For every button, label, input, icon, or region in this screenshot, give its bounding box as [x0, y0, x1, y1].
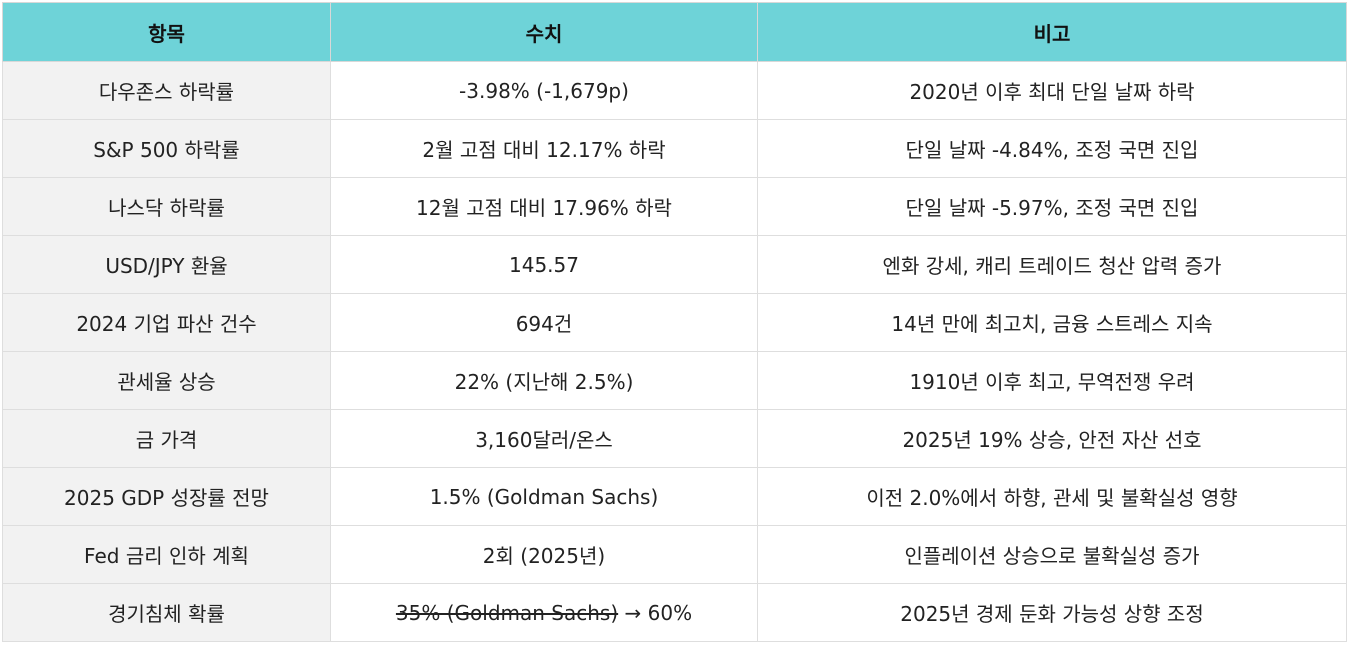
row-value: -3.98% (-1,679p) — [330, 61, 758, 120]
row-item: USD/JPY 환율 — [2, 235, 331, 294]
previous-value-struck: 35% (Goldman Sachs) — [395, 600, 619, 625]
row-value: 35% (Goldman Sachs) → 60% — [330, 583, 758, 642]
row-item: S&P 500 하락률 — [2, 119, 331, 178]
row-value: 145.57 — [330, 235, 758, 294]
row-value: 1.5% (Goldman Sachs) — [330, 467, 758, 526]
row-note: 이전 2.0%에서 하향, 관세 및 불확실성 영향 — [757, 467, 1347, 526]
row-note: 단일 날짜 -4.84%, 조정 국면 진입 — [757, 119, 1347, 178]
row-item: 경기침체 확률 — [2, 583, 331, 642]
row-value: 22% (지난해 2.5%) — [330, 351, 758, 410]
row-value: 2회 (2025년) — [330, 525, 758, 584]
row-note: 2025년 경제 둔화 가능성 상향 조정 — [757, 583, 1347, 642]
table-header-row: 항목 수치 비고 — [2, 2, 1347, 62]
table-row: 나스닥 하락률 12월 고점 대비 17.96% 하락 단일 날짜 -5.97%… — [2, 177, 1347, 236]
table-row: 관세율 상승 22% (지난해 2.5%) 1910년 이후 최고, 무역전쟁 … — [2, 351, 1347, 410]
row-item: 다우존스 하락률 — [2, 61, 331, 120]
row-item: 관세율 상승 — [2, 351, 331, 410]
row-note: 2020년 이후 최대 단일 날짜 하락 — [757, 61, 1347, 120]
row-item: 2025 GDP 성장률 전망 — [2, 467, 331, 526]
table-row: 2024 기업 파산 건수 694건 14년 만에 최고치, 금융 스트레스 지… — [2, 293, 1347, 352]
table-row: Fed 금리 인하 계획 2회 (2025년) 인플레이션 상승으로 불확실성 … — [2, 525, 1347, 584]
row-value: 694건 — [330, 293, 758, 352]
header-item: 항목 — [2, 2, 331, 62]
row-note: 인플레이션 상승으로 불확실성 증가 — [757, 525, 1347, 584]
updated-value: → 60% — [618, 600, 693, 625]
row-note: 1910년 이후 최고, 무역전쟁 우려 — [757, 351, 1347, 410]
header-value: 수치 — [330, 2, 758, 62]
table-row: USD/JPY 환율 145.57 엔화 강세, 캐리 트레이드 청산 압력 증… — [2, 235, 1347, 294]
row-note: 엔화 강세, 캐리 트레이드 청산 압력 증가 — [757, 235, 1347, 294]
row-note: 2025년 19% 상승, 안전 자산 선호 — [757, 409, 1347, 468]
table-row: 경기침체 확률 35% (Goldman Sachs) → 60% 2025년 … — [2, 583, 1347, 642]
row-item: Fed 금리 인하 계획 — [2, 525, 331, 584]
table-row: 다우존스 하락률 -3.98% (-1,679p) 2020년 이후 최대 단일… — [2, 61, 1347, 120]
table-row: S&P 500 하락률 2월 고점 대비 12.17% 하락 단일 날짜 -4.… — [2, 119, 1347, 178]
row-value: 12월 고점 대비 17.96% 하락 — [330, 177, 758, 236]
row-item: 2024 기업 파산 건수 — [2, 293, 331, 352]
header-note: 비고 — [757, 2, 1347, 62]
row-note: 단일 날짜 -5.97%, 조정 국면 진입 — [757, 177, 1347, 236]
table-row: 금 가격 3,160달러/온스 2025년 19% 상승, 안전 자산 선호 — [2, 409, 1347, 468]
row-item: 나스닥 하락률 — [2, 177, 331, 236]
row-value: 2월 고점 대비 12.17% 하락 — [330, 119, 758, 178]
row-note: 14년 만에 최고치, 금융 스트레스 지속 — [757, 293, 1347, 352]
table-row: 2025 GDP 성장률 전망 1.5% (Goldman Sachs) 이전 … — [2, 467, 1347, 526]
row-value: 3,160달러/온스 — [330, 409, 758, 468]
row-item: 금 가격 — [2, 409, 331, 468]
